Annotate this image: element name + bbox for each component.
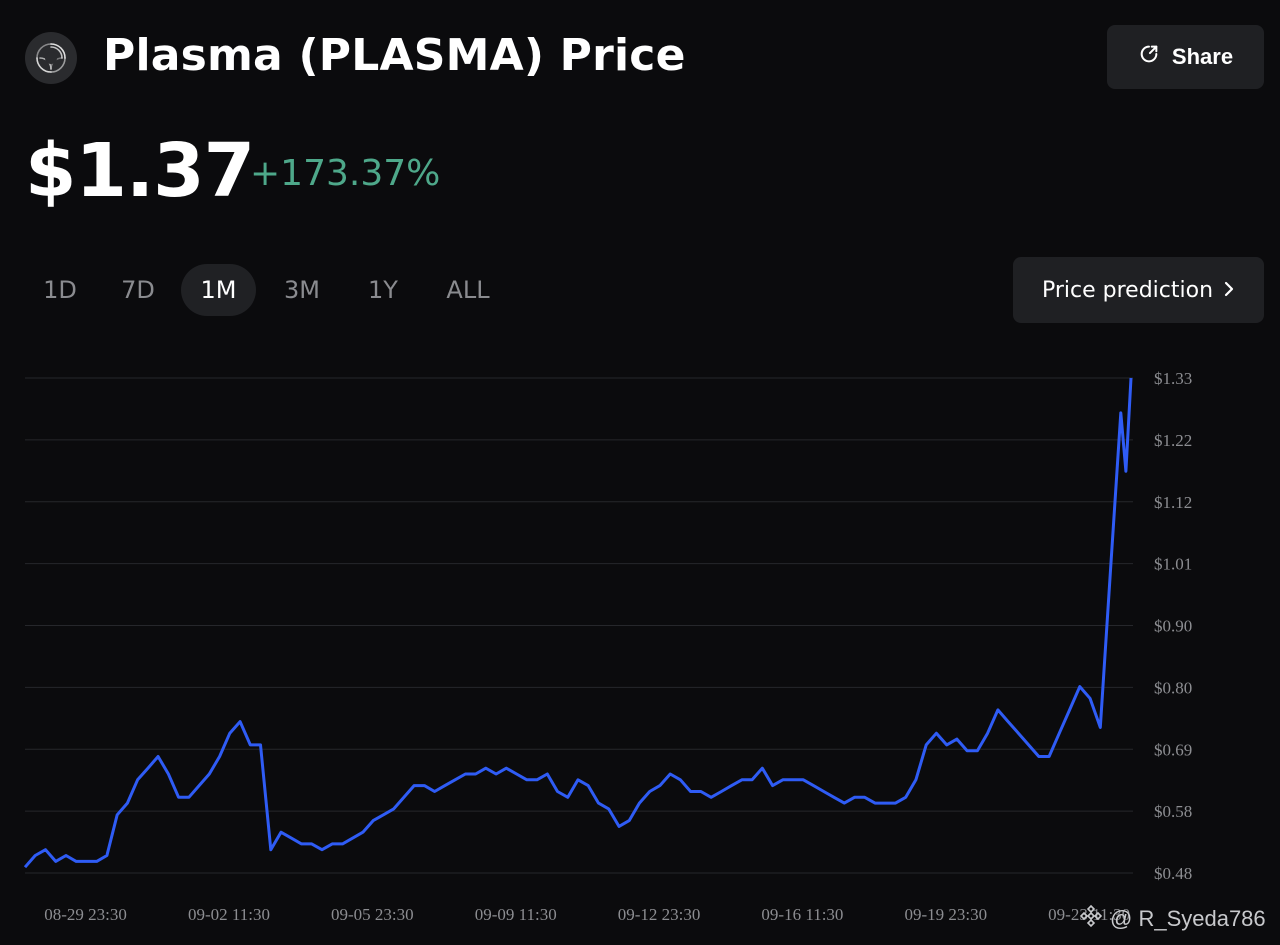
- y-tick-label: $0.48: [1154, 864, 1192, 883]
- price-prediction-button[interactable]: Price prediction: [1013, 257, 1264, 323]
- x-tick-label: 09-02 11:30: [188, 905, 270, 924]
- x-tick-label: 09-12 23:30: [618, 905, 701, 924]
- watermark: @ R_Syeda786: [1078, 903, 1266, 935]
- chevron-right-icon: [1223, 278, 1235, 303]
- page-title: Plasma (PLASMA) Price: [103, 30, 686, 81]
- y-tick-label: $0.69: [1154, 740, 1192, 759]
- tab-1y[interactable]: 1Y: [368, 276, 398, 304]
- price-series-line: [23, 377, 1133, 869]
- share-label: Share: [1171, 44, 1234, 69]
- y-tick-label: $1.22: [1154, 431, 1192, 450]
- price-change-percent: +173.37%: [250, 153, 441, 194]
- share-button[interactable]: Share: [1107, 25, 1264, 89]
- x-tick-label: 09-09 11:30: [475, 905, 557, 924]
- y-tick-label: $0.58: [1154, 802, 1192, 821]
- watermark-text: @ R_Syeda786: [1110, 906, 1266, 931]
- share-icon: [1138, 43, 1160, 71]
- y-tick-label: $0.90: [1154, 617, 1192, 636]
- time-range-tabs: 1D 7D 1M 3M 1Y ALL: [25, 264, 518, 316]
- y-tick-label: $0.80: [1154, 678, 1192, 697]
- tab-all[interactable]: ALL: [446, 276, 490, 304]
- tab-7d[interactable]: 7D: [121, 276, 155, 304]
- x-tick-label: 09-16 11:30: [761, 905, 843, 924]
- x-tick-label: 09-19 23:30: [904, 905, 987, 924]
- binance-icon: [1078, 903, 1104, 935]
- current-price: $1.37: [25, 128, 255, 214]
- price-prediction-label: Price prediction: [1041, 277, 1214, 303]
- y-tick-label: $1.01: [1154, 555, 1192, 574]
- x-tick-label: 08-29 23:30: [44, 905, 127, 924]
- tab-1d[interactable]: 1D: [43, 276, 77, 304]
- tab-3m[interactable]: 3M: [284, 276, 320, 304]
- tab-1m[interactable]: 1M: [181, 264, 256, 316]
- x-tick-label: 09-05 23:30: [331, 905, 414, 924]
- y-tick-label: $1.33: [1154, 369, 1192, 388]
- y-tick-label: $1.12: [1154, 493, 1192, 512]
- plasma-logo: [25, 32, 77, 84]
- price-chart: $1.33 $1.22 $1.12 $1.01 $0.90 $0.80 $0.69 $0.58…: [23, 369, 1192, 924]
